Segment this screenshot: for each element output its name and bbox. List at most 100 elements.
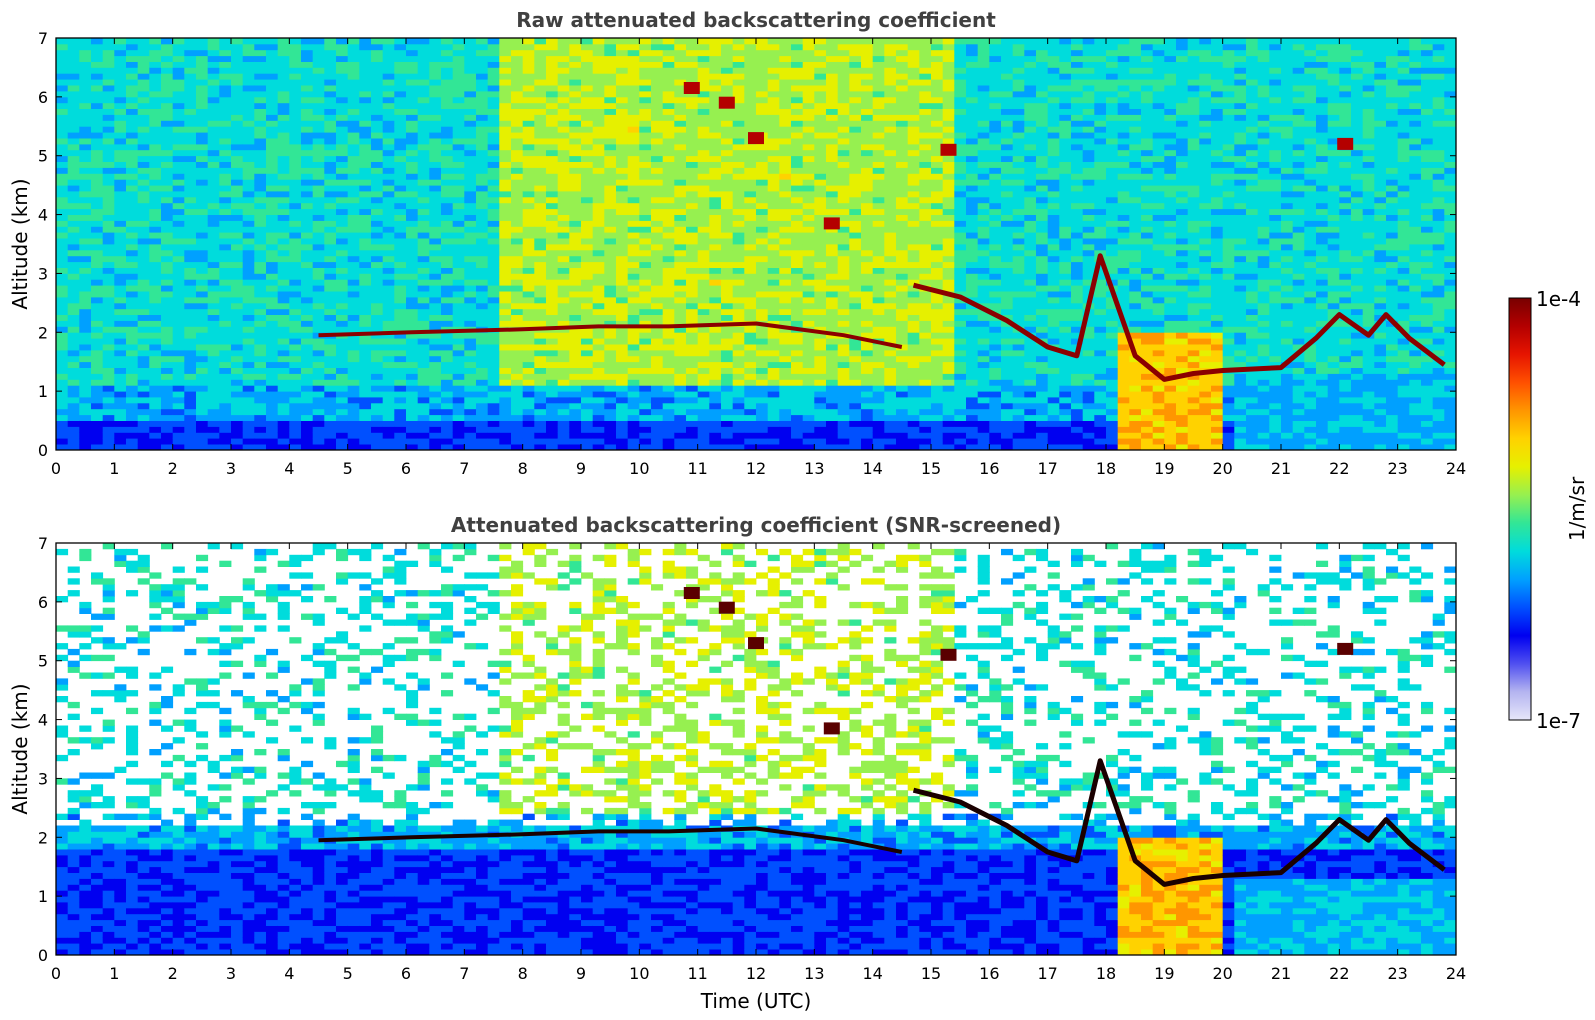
- heatmap-cell: [779, 49, 792, 57]
- heatmap-cell: [207, 85, 220, 92]
- heatmap-cell: [126, 132, 139, 139]
- heatmap-cell: [674, 232, 687, 239]
- heatmap-cell: [464, 244, 477, 251]
- heatmap-cell: [289, 373, 302, 380]
- heatmap-cell: [207, 432, 220, 439]
- heatmap-cell: [137, 402, 150, 410]
- heatmap-cell: [382, 420, 395, 427]
- heatmap-cell: [837, 114, 850, 121]
- heatmap-cell: [616, 73, 629, 80]
- heatmap-cell: [814, 314, 827, 321]
- heatmap-cell: [452, 196, 465, 204]
- heatmap-cell: [289, 67, 302, 74]
- heatmap-cell: [394, 273, 407, 280]
- heatmap-cell: [102, 102, 115, 109]
- heatmap-cell: [767, 249, 780, 257]
- heatmap-cell: [499, 232, 512, 239]
- heatmap-cell: [639, 332, 652, 339]
- heatmap-cell: [674, 238, 687, 245]
- heatmap-cell: [91, 261, 104, 268]
- heatmap-cell: [487, 414, 500, 421]
- heatmap-cell: [826, 420, 839, 427]
- heatmap-cell: [219, 61, 232, 68]
- heatmap-cell: [791, 414, 804, 421]
- heatmap-cell: [441, 208, 454, 215]
- heatmap-cell: [779, 308, 792, 315]
- heatmap-cell: [627, 361, 640, 368]
- heatmap-cell: [686, 426, 699, 433]
- heatmap-cell: [732, 355, 745, 363]
- heatmap-cell: [767, 302, 780, 310]
- heatmap-cell: [802, 132, 815, 139]
- heatmap-cell: [452, 208, 465, 215]
- heatmap-cell: [417, 191, 430, 198]
- heatmap-cell: [487, 108, 500, 115]
- heatmap-cell: [861, 314, 874, 321]
- heatmap-cell: [686, 361, 699, 368]
- heatmap-cell: [651, 244, 664, 251]
- heatmap-cell: [627, 173, 640, 180]
- heatmap-cell: [697, 55, 710, 62]
- heatmap-cell: [371, 91, 384, 98]
- heatmap-cell: [254, 55, 267, 62]
- heatmap-cell: [604, 379, 617, 386]
- heatmap-cell: [522, 85, 535, 92]
- heatmap-cell: [149, 161, 162, 168]
- heatmap-cell: [814, 108, 827, 115]
- heatmap-cell: [266, 279, 279, 286]
- heatmap-cell: [219, 273, 232, 280]
- heatmap-cell: [324, 185, 337, 192]
- heatmap-cell: [219, 155, 232, 162]
- heatmap-cell: [546, 344, 559, 351]
- heatmap-cell: [476, 244, 489, 251]
- heatmap-cell: [557, 55, 570, 62]
- heatmap-cell: [767, 314, 780, 321]
- heatmap-cell: [184, 185, 197, 192]
- heatmap-cell: [767, 226, 780, 233]
- heatmap-cell: [487, 255, 500, 263]
- heatmap-cell: [826, 432, 839, 439]
- heatmap-cell: [219, 291, 232, 298]
- heatmap-cell: [56, 67, 69, 74]
- heatmap-cell: [137, 138, 150, 145]
- heatmap-cell: [417, 208, 430, 215]
- heatmap-cell: [324, 102, 337, 109]
- heatmap-cell: [861, 285, 874, 292]
- heatmap-cell: [732, 344, 745, 351]
- heatmap-cell: [417, 267, 430, 274]
- heatmap-cell: [347, 273, 360, 280]
- heatmap-cell: [511, 432, 524, 439]
- heatmap-cell: [709, 408, 722, 416]
- heatmap-cell: [207, 344, 220, 351]
- heatmap-cell: [674, 202, 687, 210]
- heatmap-cell: [744, 96, 757, 104]
- heatmap-cell: [487, 238, 500, 245]
- heatmap-cell: [452, 55, 465, 62]
- heatmap-cell: [137, 297, 150, 304]
- heatmap-cell: [56, 420, 69, 427]
- heatmap-cell: [406, 438, 419, 445]
- heatmap-cell: [417, 67, 430, 74]
- heatmap-cell: [476, 408, 489, 416]
- heatmap-cell: [837, 273, 850, 280]
- heatmap-cell: [861, 438, 874, 445]
- heatmap-cell: [756, 379, 769, 386]
- heatmap-cell: [102, 267, 115, 274]
- heatmap-cell: [861, 361, 874, 368]
- heatmap-cell: [721, 120, 734, 127]
- heatmap-cell: [756, 244, 769, 251]
- heatmap-cell: [557, 67, 570, 74]
- heatmap-cell: [499, 355, 512, 363]
- heatmap-cell: [219, 379, 232, 386]
- heatmap-cell: [639, 85, 652, 92]
- heatmap-cell: [709, 55, 722, 62]
- heatmap-cell: [697, 108, 710, 115]
- heatmap-cell: [371, 326, 384, 333]
- heatmap-cell: [674, 226, 687, 233]
- heatmap-cell: [581, 438, 594, 445]
- heatmap-cell: [546, 96, 559, 104]
- heatmap-cell: [651, 314, 664, 321]
- heatmap-cell: [406, 96, 419, 104]
- heatmap-cell: [569, 161, 582, 168]
- heatmap-cell: [324, 191, 337, 198]
